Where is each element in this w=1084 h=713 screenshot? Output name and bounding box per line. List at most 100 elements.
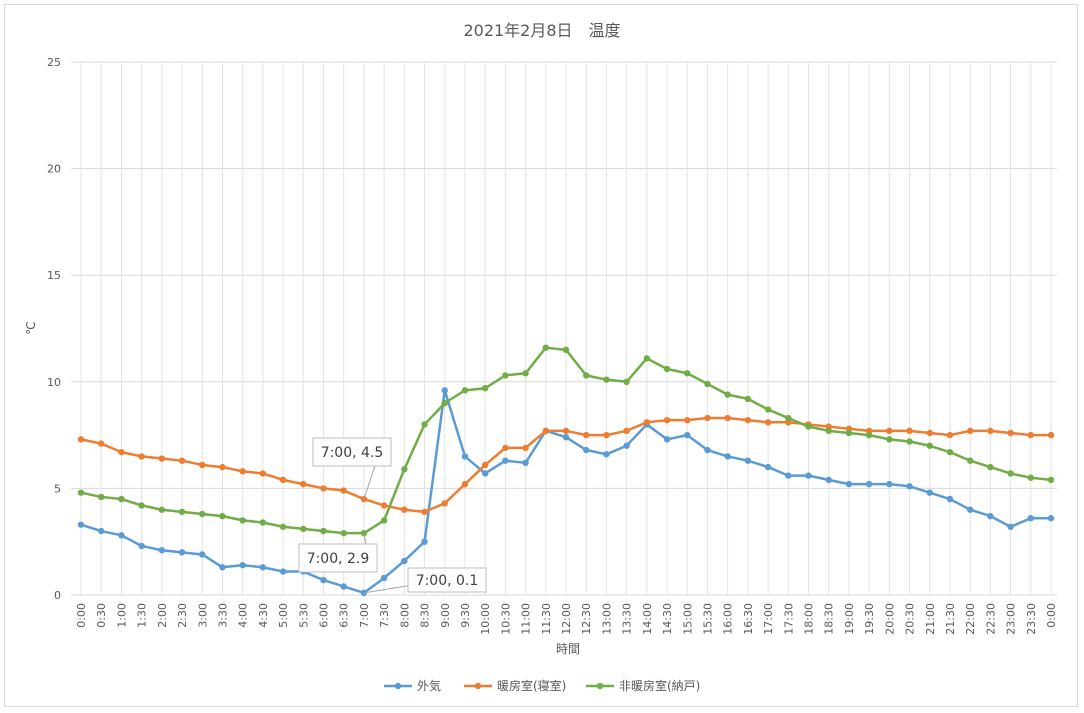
data-point — [1007, 523, 1014, 530]
data-point — [704, 414, 711, 422]
data-point — [380, 502, 388, 509]
data-point — [603, 431, 610, 439]
data-point — [158, 455, 166, 462]
x-tick-label: 4:00 — [237, 603, 250, 628]
data-point — [744, 416, 752, 424]
x-tick-label: 9:30 — [459, 603, 472, 628]
x-tick-label: 6:30 — [338, 603, 351, 628]
x-tick-label: 19:00 — [843, 603, 856, 635]
data-point — [764, 406, 772, 413]
data-point — [118, 495, 125, 503]
data-point — [98, 493, 105, 501]
x-tick-label: 17:00 — [762, 603, 775, 635]
data-point — [138, 453, 145, 460]
data-point — [522, 370, 529, 377]
x-tick-label: 6:00 — [318, 603, 331, 628]
data-point — [481, 461, 489, 469]
data-point — [946, 448, 954, 456]
data-point — [785, 472, 792, 479]
data-point — [825, 427, 832, 435]
data-point — [603, 451, 610, 458]
chart-frame: 2021年2月8日 温度 0 5 10 15 20 25 0:00 0:30 1:00 1:30… — [4, 4, 1078, 707]
x-tick-label: 12:30 — [580, 603, 593, 635]
data-point — [663, 436, 671, 443]
x-tick-label: 20:30 — [904, 603, 917, 635]
legend: 外気 暖房室(寝室) 非暖房室(納戸) — [384, 678, 700, 693]
data-point — [724, 414, 731, 422]
x-tick-label: 18:30 — [823, 603, 836, 635]
x-tick-label: 8:00 — [398, 603, 411, 628]
x-tick-label: 20:00 — [883, 603, 896, 635]
data-point — [401, 557, 408, 565]
data-point — [360, 495, 368, 503]
data-point — [583, 372, 590, 379]
data-point — [461, 387, 469, 394]
x-tick-label: 13:30 — [621, 603, 634, 635]
data-point — [845, 429, 853, 437]
data-point — [481, 384, 489, 392]
data-point — [623, 442, 630, 449]
callout-leader — [363, 533, 367, 545]
data-point — [906, 438, 913, 445]
x-tick-label: 18:00 — [803, 603, 816, 635]
y-tick-label: 10 — [47, 376, 61, 389]
data-point — [502, 444, 509, 452]
x-tick-label: 22:30 — [984, 603, 997, 635]
data-point — [380, 517, 388, 524]
x-tick-label: 10:30 — [499, 603, 512, 635]
data-point — [1047, 476, 1055, 484]
data-point — [441, 500, 448, 507]
x-tick-label: 2:30 — [176, 603, 189, 628]
data-point — [421, 538, 428, 545]
x-tick-label: 21:00 — [924, 603, 937, 635]
data-point — [1047, 431, 1055, 439]
data-point — [946, 431, 954, 439]
data-point — [966, 427, 974, 435]
callout-label: 7:00, 4.5 — [321, 445, 384, 461]
x-tick-label: 1:30 — [136, 603, 149, 628]
x-tick-label: 21:30 — [944, 603, 957, 635]
data-point — [421, 508, 428, 516]
data-point — [178, 457, 186, 464]
data-point — [906, 427, 913, 435]
data-point — [522, 444, 529, 452]
x-tick-label: 5:30 — [297, 603, 310, 628]
data-point — [77, 521, 85, 528]
data-point — [966, 457, 974, 464]
data-point — [663, 416, 671, 424]
data-point — [987, 512, 994, 520]
data-point — [724, 391, 731, 398]
data-point — [340, 583, 347, 590]
x-tick-label: 14:30 — [661, 603, 674, 635]
x-tick-label: 16:30 — [742, 603, 755, 635]
x-tick-label: 23:30 — [1025, 603, 1038, 635]
data-point — [542, 427, 549, 435]
data-point — [138, 542, 145, 550]
data-point — [805, 472, 812, 479]
chart-title: 2021年2月8日 温度 — [463, 21, 620, 40]
callout-leader — [363, 462, 377, 500]
data-point — [158, 506, 166, 513]
data-point — [1047, 515, 1055, 522]
data-point — [886, 436, 893, 443]
data-point — [300, 480, 307, 488]
callout-label: 7:00, 0.1 — [416, 573, 479, 589]
data-point — [502, 457, 509, 464]
legend-label: 非暖房室(納戸) — [619, 678, 700, 693]
data-point — [562, 434, 570, 441]
y-tick-label: 15 — [47, 269, 61, 282]
callout-label: 7:00, 2.9 — [307, 551, 370, 567]
x-tick-label: 4:30 — [257, 603, 270, 628]
data-point — [279, 568, 287, 575]
data-point — [684, 431, 691, 439]
data-point — [239, 517, 246, 524]
data-point — [764, 463, 772, 471]
data-point — [684, 370, 691, 377]
data-point — [522, 459, 529, 467]
x-tick-label: 13:00 — [600, 603, 613, 635]
data-point — [481, 470, 489, 477]
data-point — [623, 427, 630, 435]
y-axis-label: ℃ — [24, 321, 38, 334]
x-tick-label: 8:30 — [419, 603, 432, 628]
data-point — [158, 547, 166, 554]
